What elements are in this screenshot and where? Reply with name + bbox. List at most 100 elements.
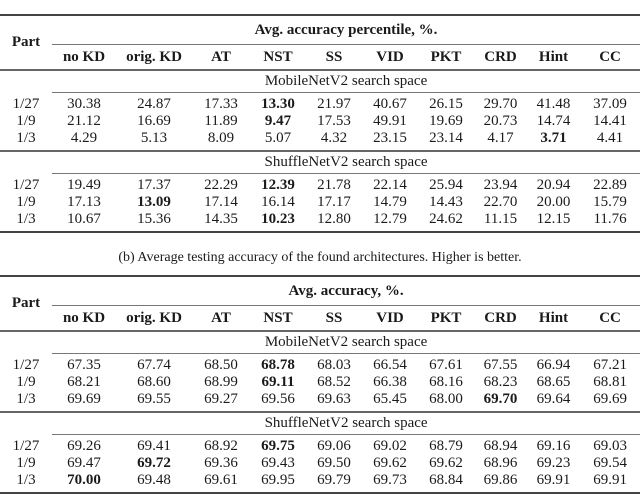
value-cell: 17.33	[204, 96, 238, 112]
value-cell: 69.03	[593, 438, 627, 454]
value-cell: 22.89	[593, 177, 627, 193]
part-cell: 1/27	[12, 96, 40, 112]
value-cell: 26.15	[429, 96, 463, 112]
value-cell: 8.09	[207, 130, 235, 146]
value-cell: 12.15	[536, 211, 571, 227]
table-row: 1/27 30.38 24.87 17.33 13.30 21.97 40.67 26.15 2…	[0, 96, 640, 113]
value-cell: 69.06	[317, 438, 351, 454]
value-cell: 21.12	[67, 113, 101, 129]
value-cell: 49.91	[373, 113, 407, 129]
value-cell: 68.60	[137, 374, 171, 390]
value-cell: 21.97	[317, 96, 351, 112]
value-cell: 68.65	[536, 374, 571, 390]
value-cell: 19.49	[67, 177, 101, 193]
value-cell: 22.29	[204, 177, 238, 193]
value-cell: 68.79	[429, 438, 463, 454]
value-cell: 19.69	[429, 113, 463, 129]
part-cell: 1/3	[16, 391, 36, 407]
part-header: Part	[11, 34, 41, 50]
value-cell: 69.16	[536, 438, 571, 454]
caption-b: (b) Average testing accuracy of the foun…	[118, 250, 522, 265]
value-cell: 14.43	[429, 194, 463, 210]
value-cell: 14.41	[593, 113, 627, 129]
column-header: no KD	[62, 48, 106, 65]
value-cell: 69.63	[317, 391, 351, 407]
value-cell: 5.07	[264, 130, 292, 146]
value-cell: 69.48	[137, 472, 171, 488]
column-header: NST	[263, 48, 293, 65]
value-cell: 22.14	[373, 177, 407, 193]
value-cell: 29.70	[483, 96, 518, 112]
value-cell: 69.61	[204, 472, 238, 488]
table-row: 1/9 69.47 69.72 69.36 69.43 69.50 69.62 69.62 68…	[0, 455, 640, 472]
section-title: ShuffleNetV2 search space	[52, 151, 640, 174]
table-row: 1/27 69.26 69.41 68.92 69.75 69.06 69.02 68.79 6…	[0, 438, 640, 455]
table-row: 1/27 67.35 67.74 68.50 68.78 68.03 66.54 67.61 6…	[0, 357, 640, 374]
value-cell: 20.73	[483, 113, 518, 129]
value-cell: 69.55	[137, 391, 171, 407]
value-cell: 15.79	[593, 194, 627, 210]
value-cell: 66.54	[373, 357, 407, 373]
value-cell: 69.72	[137, 455, 171, 471]
value-cell: 68.81	[593, 374, 627, 390]
column-header: CC	[599, 309, 621, 326]
table-row: 1/3 4.29 5.13 8.09 5.07 4.32 23.15 23.14 4.17 3.7…	[0, 130, 640, 147]
value-cell: 23.15	[373, 130, 407, 146]
part-cell: 1/3	[16, 130, 36, 146]
value-cell: 68.84	[429, 472, 463, 488]
value-cell: 69.11	[261, 374, 295, 390]
column-header: CC	[599, 48, 621, 65]
value-cell: 68.52	[317, 374, 351, 390]
column-header: PKT	[430, 48, 462, 65]
value-cell: 69.69	[67, 391, 101, 407]
column-header: VID	[376, 309, 404, 326]
value-cell: 68.50	[204, 357, 238, 373]
value-cell: 23.94	[483, 177, 518, 193]
column-header: AT	[211, 309, 231, 326]
group-header: Avg. accuracy, %.	[52, 276, 640, 306]
value-cell: 69.62	[429, 455, 463, 471]
value-cell: 37.09	[593, 96, 627, 112]
value-cell: 69.02	[373, 438, 407, 454]
value-cell: 13.30	[261, 96, 295, 112]
value-cell: 16.69	[137, 113, 171, 129]
table-row: 1/3 70.00 69.48 69.61 69.95 69.79 69.73 68.84 69…	[0, 472, 640, 489]
value-cell: 20.94	[536, 177, 571, 193]
table-row: 1/9 21.12 16.69 11.89 9.47 17.53 49.91 19.69 20.…	[0, 113, 640, 130]
column-header: Hint	[538, 309, 569, 326]
column-header: orig. KD	[126, 48, 182, 65]
value-cell: 4.32	[320, 130, 348, 146]
value-cell: 23.14	[429, 130, 463, 146]
value-cell: 69.75	[261, 438, 295, 454]
value-cell: 69.64	[536, 391, 571, 407]
value-cell: 4.41	[596, 130, 624, 146]
value-cell: 11.76	[593, 211, 627, 227]
value-cell: 10.67	[67, 211, 101, 227]
column-header: SS	[325, 48, 343, 65]
table-row: 1/9 68.21 68.60 68.99 69.11 68.52 66.38 68.16 68…	[0, 374, 640, 391]
value-cell: 69.43	[261, 455, 295, 471]
section-title: ShuffleNetV2 search space	[52, 412, 640, 435]
value-cell: 68.94	[483, 438, 518, 454]
value-cell: 69.91	[536, 472, 571, 488]
value-cell: 68.78	[261, 357, 295, 373]
column-header: SS	[325, 309, 343, 326]
value-cell: 14.79	[373, 194, 407, 210]
value-cell: 17.17	[317, 194, 351, 210]
value-cell: 68.99	[204, 374, 238, 390]
value-cell: 69.36	[204, 455, 238, 471]
value-cell: 69.79	[317, 472, 351, 488]
part-cell: 1/9	[16, 374, 36, 390]
value-cell: 17.13	[67, 194, 101, 210]
column-header: NST	[263, 309, 293, 326]
column-header: no KD	[62, 309, 106, 326]
value-cell: 67.61	[429, 357, 463, 373]
value-cell: 30.38	[67, 96, 101, 112]
value-cell: 67.55	[483, 357, 518, 373]
value-cell: 20.00	[536, 194, 571, 210]
value-cell: 4.17	[487, 130, 514, 146]
value-cell: 69.86	[483, 472, 518, 488]
value-cell: 68.92	[204, 438, 238, 454]
value-cell: 17.53	[317, 113, 351, 129]
column-header: AT	[211, 48, 231, 65]
